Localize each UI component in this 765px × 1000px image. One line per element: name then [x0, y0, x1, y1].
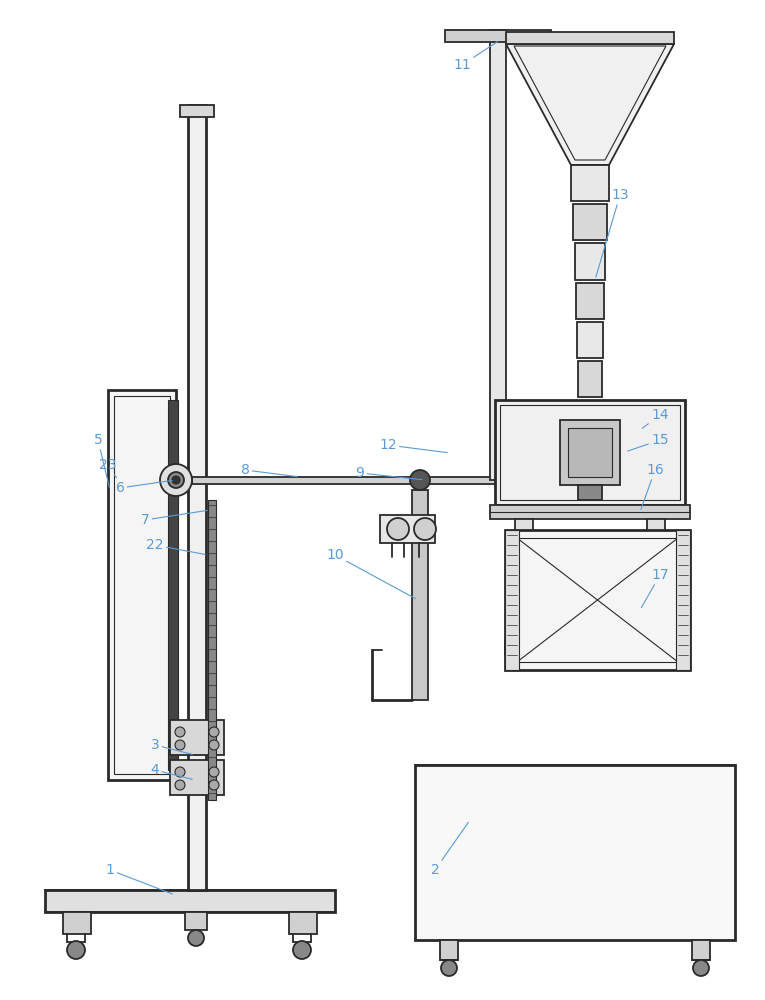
- Bar: [577, 322, 603, 358]
- Bar: [108, 390, 176, 780]
- Bar: [692, 940, 710, 960]
- Circle shape: [175, 767, 185, 777]
- Bar: [500, 405, 680, 500]
- Circle shape: [160, 464, 192, 496]
- Circle shape: [175, 780, 185, 790]
- Bar: [506, 32, 674, 44]
- Bar: [578, 361, 602, 397]
- Bar: [180, 105, 214, 117]
- Text: 13: 13: [596, 188, 629, 277]
- Text: 3: 3: [151, 738, 192, 754]
- Text: 15: 15: [627, 433, 669, 451]
- Bar: [170, 760, 224, 795]
- Text: 14: 14: [643, 408, 669, 428]
- Circle shape: [67, 941, 85, 959]
- Circle shape: [410, 470, 430, 490]
- Circle shape: [209, 727, 219, 737]
- Bar: [445, 30, 551, 42]
- Circle shape: [414, 518, 436, 540]
- Circle shape: [693, 960, 709, 976]
- Bar: [168, 400, 178, 770]
- Bar: [505, 640, 675, 654]
- Bar: [490, 30, 506, 480]
- Text: 10: 10: [326, 548, 415, 599]
- Text: 1: 1: [106, 863, 172, 894]
- Bar: [490, 505, 690, 519]
- Bar: [420, 477, 580, 484]
- Bar: [573, 204, 607, 240]
- Bar: [676, 530, 690, 670]
- Circle shape: [387, 518, 409, 540]
- Bar: [517, 538, 678, 662]
- Bar: [568, 428, 612, 477]
- Circle shape: [293, 941, 311, 959]
- Bar: [192, 477, 420, 484]
- Circle shape: [209, 780, 219, 790]
- Circle shape: [188, 930, 204, 946]
- Bar: [185, 912, 207, 930]
- Bar: [289, 912, 317, 934]
- Bar: [560, 420, 620, 485]
- Bar: [380, 515, 435, 543]
- Bar: [170, 720, 224, 755]
- Bar: [495, 400, 685, 505]
- Text: 9: 9: [356, 466, 422, 480]
- Text: 4: 4: [151, 763, 192, 779]
- Text: 22: 22: [146, 538, 205, 554]
- Bar: [647, 519, 665, 640]
- Bar: [188, 105, 206, 890]
- Bar: [505, 530, 690, 670]
- Circle shape: [209, 740, 219, 750]
- Bar: [515, 519, 533, 640]
- Bar: [415, 765, 735, 940]
- Circle shape: [168, 472, 184, 488]
- Text: 7: 7: [141, 510, 207, 527]
- Bar: [114, 396, 170, 774]
- Bar: [571, 165, 609, 201]
- Bar: [505, 530, 519, 670]
- Text: 16: 16: [641, 463, 664, 509]
- Text: 5: 5: [93, 433, 109, 487]
- Text: 2: 2: [431, 822, 468, 877]
- Text: 8: 8: [240, 463, 298, 477]
- Text: 23: 23: [99, 458, 117, 478]
- Bar: [412, 490, 428, 700]
- Circle shape: [175, 740, 185, 750]
- Bar: [578, 485, 602, 500]
- Circle shape: [441, 960, 457, 976]
- Circle shape: [172, 476, 180, 484]
- Text: 17: 17: [641, 568, 669, 608]
- Bar: [576, 283, 604, 319]
- Bar: [45, 890, 335, 912]
- Bar: [440, 940, 458, 960]
- Polygon shape: [506, 44, 674, 165]
- Text: 6: 6: [116, 480, 172, 495]
- Circle shape: [209, 767, 219, 777]
- Circle shape: [175, 727, 185, 737]
- Text: 12: 12: [379, 438, 448, 453]
- Bar: [208, 500, 216, 800]
- Bar: [575, 243, 605, 279]
- Bar: [63, 912, 91, 934]
- Text: 11: 11: [453, 42, 498, 72]
